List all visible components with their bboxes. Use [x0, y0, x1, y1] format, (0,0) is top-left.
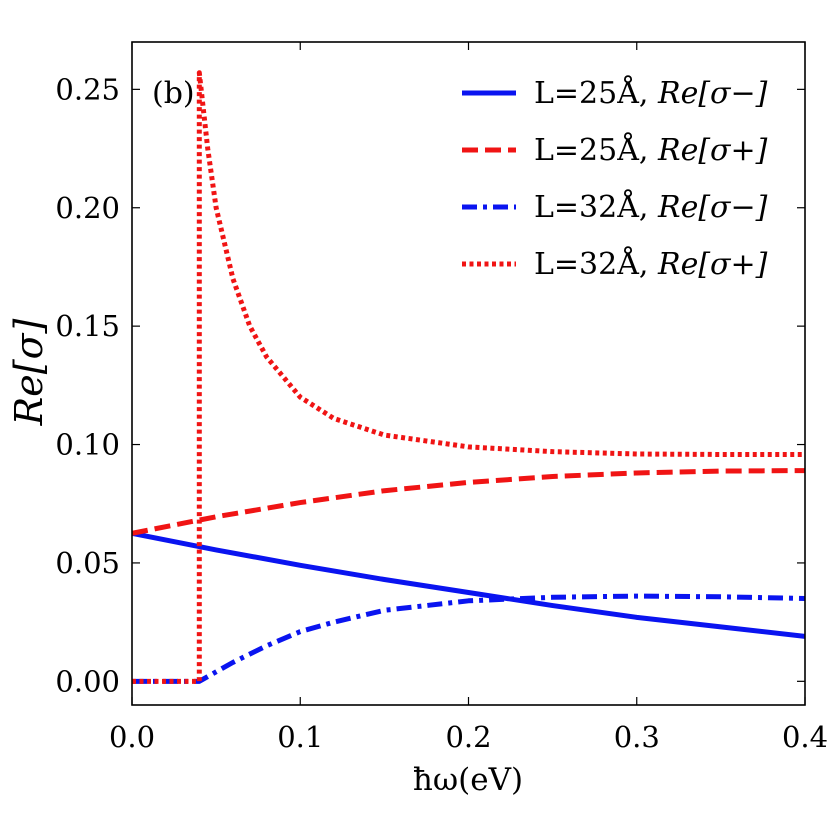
- plot-frame: [131, 41, 806, 706]
- y-tick-label-2: 0.10: [55, 428, 120, 462]
- x-tick-label-4: 0.4: [782, 720, 828, 754]
- x-tick-label-3: 0.3: [614, 720, 660, 754]
- x-tick-labels: 0.0 0.1 0.2 0.3 0.4: [109, 720, 828, 754]
- x-tick-label-0: 0.0: [109, 720, 155, 754]
- x-axis-label: ħω(eV): [413, 762, 523, 798]
- legend-label-2: L=32Å, Re[σ−]: [534, 189, 768, 225]
- series-line-3: [132, 70, 805, 684]
- x-tick-label-1: 0.1: [277, 720, 323, 754]
- y-tick-label-5: 0.25: [55, 72, 120, 106]
- legend-label-1: L=25Å, Re[σ+]: [534, 132, 768, 168]
- y-tick-label-1: 0.05: [55, 546, 120, 580]
- series-line-1: [132, 468, 805, 536]
- legend-label-3: L=32Å, Re[σ+]: [534, 246, 768, 282]
- series-layer: [132, 70, 805, 684]
- legend: L=25Å, Re[σ−] L=25Å, Re[σ+] L=32Å, Re[σ−] L…: [462, 75, 768, 282]
- panel-label: (b): [152, 76, 195, 111]
- series-line-2: [132, 593, 805, 684]
- legend-label-0: L=25Å, Re[σ−]: [534, 75, 768, 111]
- y-tick-label-4: 0.20: [55, 191, 120, 225]
- series-line-0: [132, 530, 805, 639]
- y-tick-label-0: 0.00: [55, 664, 120, 698]
- y-tick-label-3: 0.15: [55, 309, 120, 343]
- y-tick-labels: 0.00 0.05 0.10 0.15 0.20 0.25: [55, 72, 120, 698]
- y-axis-label: Re[σ]: [7, 318, 51, 426]
- x-tick-label-2: 0.2: [445, 720, 491, 754]
